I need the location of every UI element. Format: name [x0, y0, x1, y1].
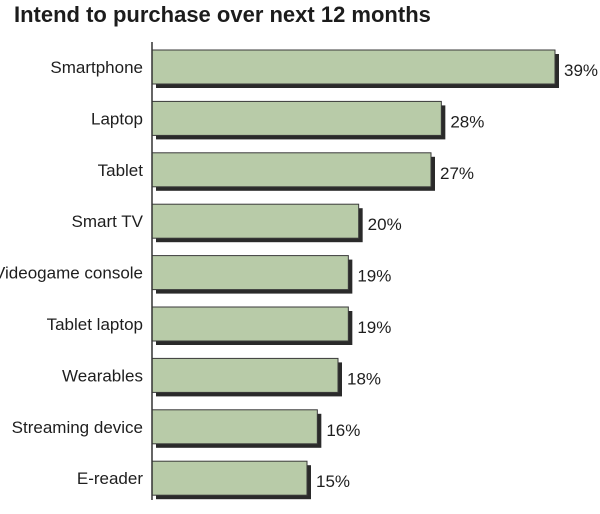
bar	[151, 152, 432, 188]
bar	[151, 203, 360, 239]
category-label: Streaming device	[12, 418, 143, 437]
value-label: 27%	[440, 164, 474, 183]
value-label: 20%	[368, 215, 402, 234]
bar	[151, 49, 556, 85]
value-label: 15%	[316, 472, 350, 491]
bar-group: Smartphone 39%	[50, 49, 598, 88]
bar	[151, 255, 349, 291]
bar	[151, 460, 308, 496]
category-label: Smart TV	[72, 212, 144, 231]
bar	[151, 306, 349, 342]
category-label: Wearables	[62, 366, 143, 385]
bar-group: Streaming device 16%	[12, 409, 360, 448]
bar	[151, 357, 339, 393]
value-label: 39%	[564, 61, 598, 80]
value-label: 19%	[357, 318, 391, 337]
category-label: E-reader	[77, 469, 143, 488]
category-label: Tablet laptop	[47, 315, 143, 334]
value-label: 28%	[450, 112, 484, 131]
category-label: Videogame console	[0, 264, 143, 283]
category-label: Laptop	[91, 109, 143, 128]
bar-group: Videogame console 19%	[0, 255, 391, 294]
value-label: 19%	[357, 267, 391, 286]
bar-group: Wearables 18%	[62, 357, 381, 397]
bar-group: E-reader 15%	[77, 460, 350, 500]
value-label: 16%	[326, 421, 360, 440]
category-label: Tablet	[98, 161, 144, 180]
bar-group: Laptop 28%	[91, 100, 484, 140]
bar	[151, 100, 442, 136]
bar	[151, 409, 318, 445]
category-label: Smartphone	[50, 58, 143, 77]
bars-layer: Smartphone 39% Laptop 28% Tablet 27% Smart TV 2…	[0, 49, 598, 500]
bar-group: Tablet laptop 19%	[47, 306, 391, 345]
bar-group: Tablet 27%	[98, 152, 474, 191]
bar-group: Smart TV 20%	[72, 203, 402, 243]
value-label: 18%	[347, 369, 381, 388]
chart-title: Intend to purchase over next 12 months	[14, 2, 431, 27]
